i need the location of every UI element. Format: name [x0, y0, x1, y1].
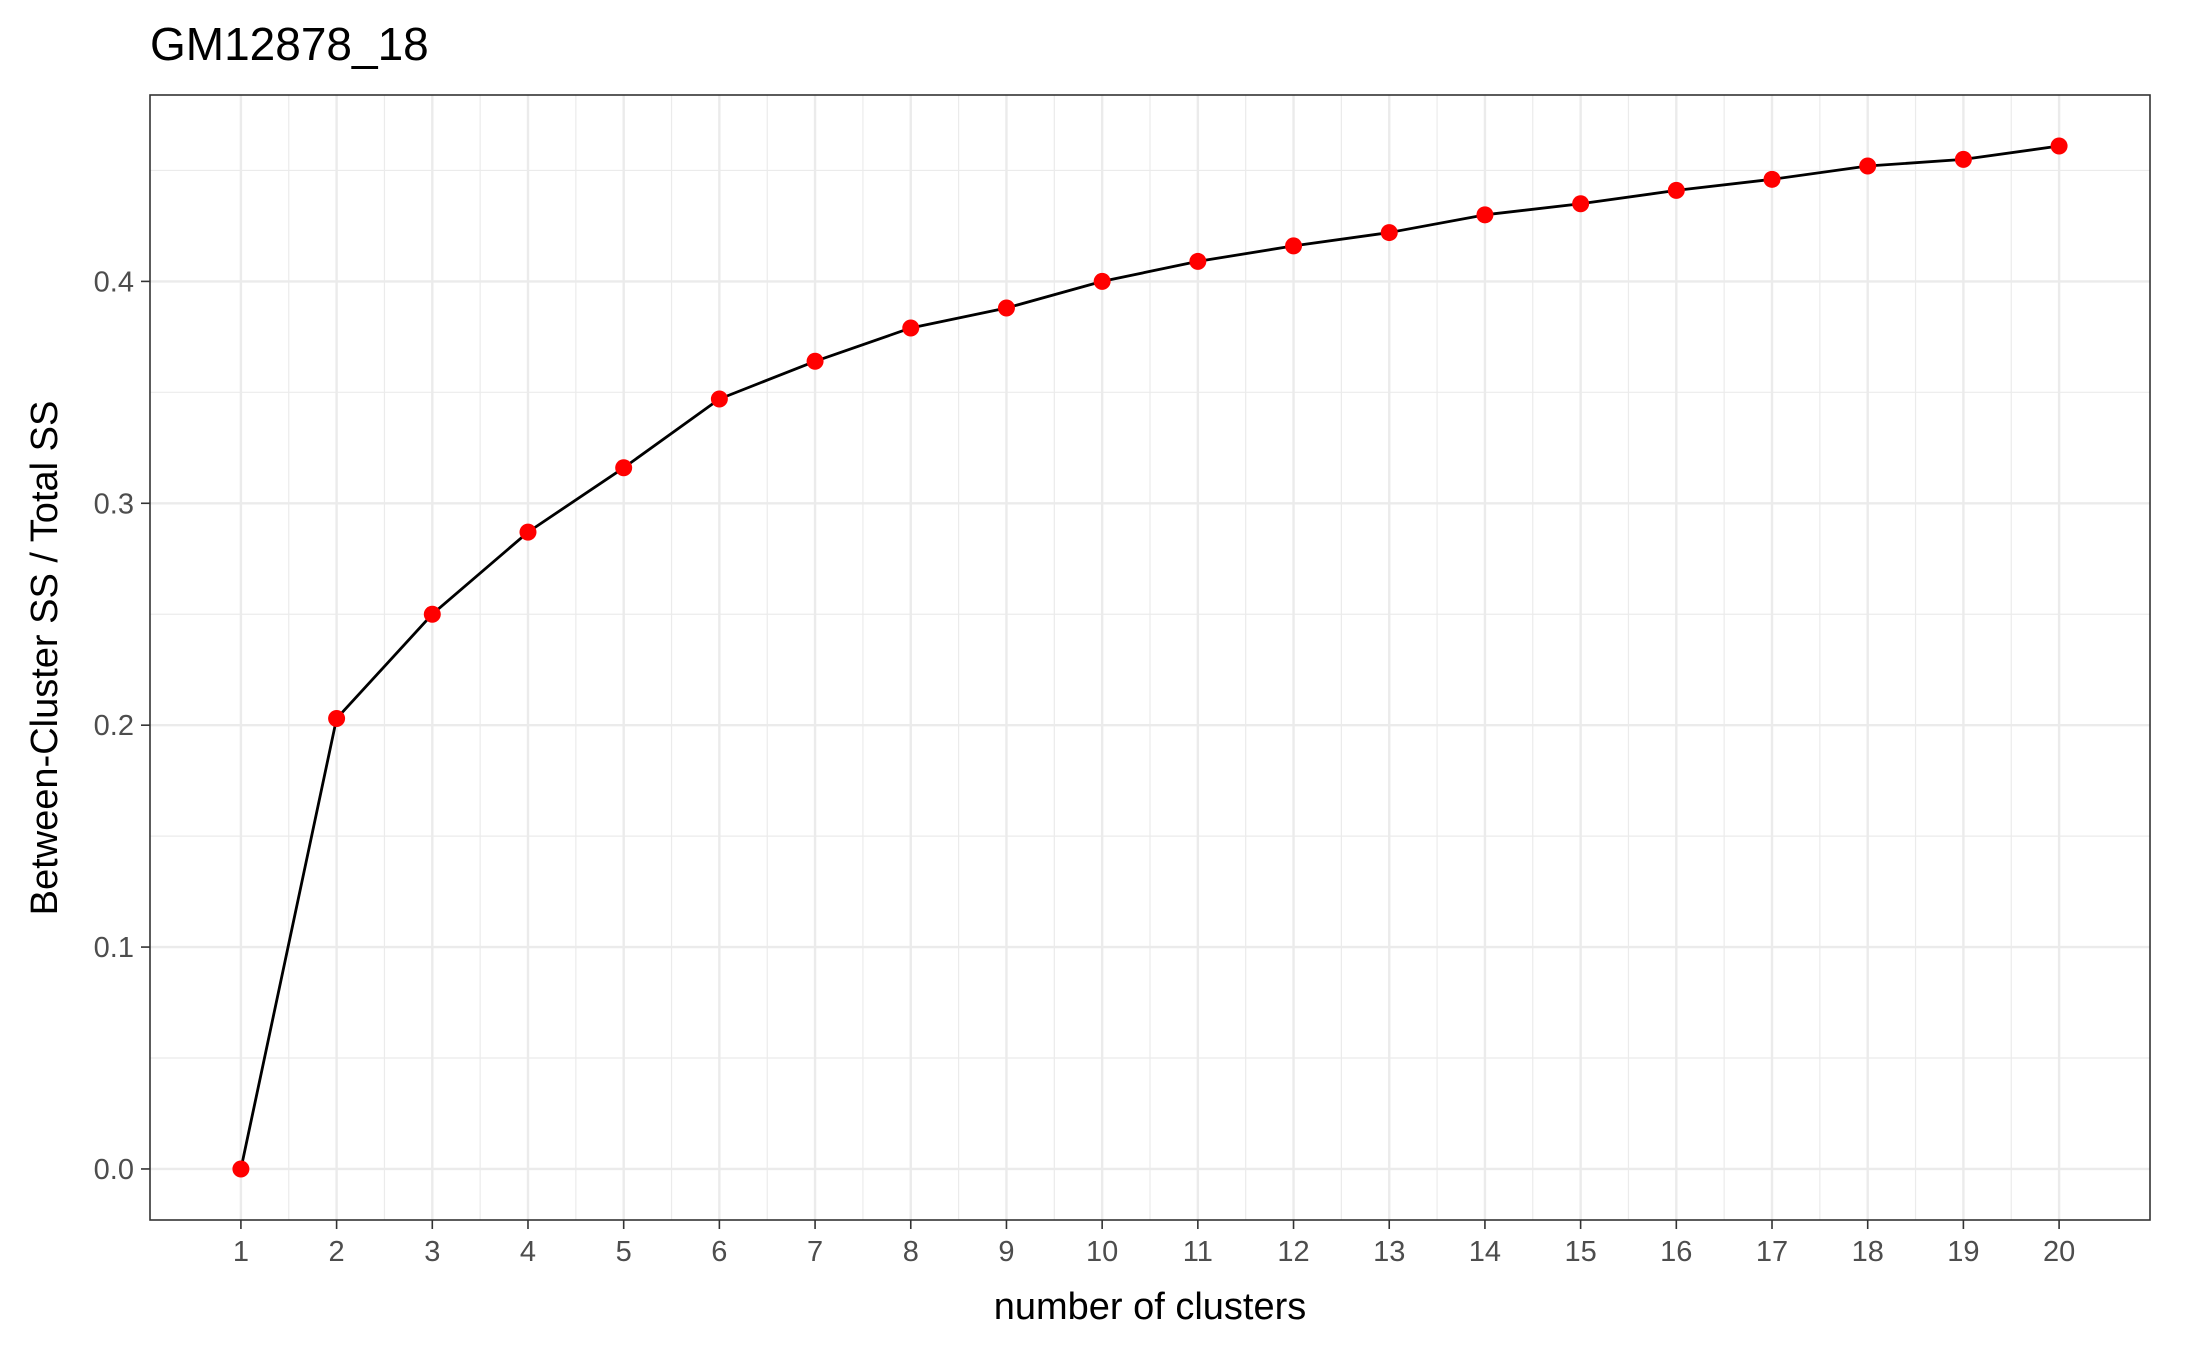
- chart-title: GM12878_18: [150, 18, 429, 70]
- x-tick-label: 15: [1564, 1236, 1596, 1268]
- x-tick-label: 18: [1852, 1236, 1884, 1268]
- y-tick-label: 0.3: [94, 488, 134, 520]
- x-tick-label: 8: [903, 1236, 919, 1268]
- data-point: [1572, 195, 1590, 213]
- data-point: [1476, 206, 1494, 224]
- data-point: [1285, 237, 1303, 255]
- x-tick-label: 13: [1373, 1236, 1405, 1268]
- x-tick-label: 4: [520, 1236, 536, 1268]
- major-gridlines: [150, 95, 2150, 1220]
- data-point: [1763, 170, 1781, 188]
- series-line: [239, 144, 2060, 1170]
- x-tick-label: 3: [424, 1236, 440, 1268]
- data-point: [1093, 272, 1111, 290]
- series-line-group: [239, 144, 2060, 1170]
- data-point: [232, 1160, 250, 1178]
- data-point: [1667, 181, 1685, 199]
- x-tick-label: 14: [1469, 1236, 1501, 1268]
- x-tick-label: 17: [1756, 1236, 1788, 1268]
- x-tick-label: 19: [1947, 1236, 1979, 1268]
- x-tick-label: 7: [807, 1236, 823, 1268]
- x-tick-label: 1: [233, 1236, 249, 1268]
- x-tick-label: 6: [711, 1236, 727, 1268]
- y-tick-label: 0.4: [94, 266, 134, 298]
- data-point: [1380, 224, 1398, 242]
- data-point: [806, 352, 824, 370]
- x-tick-label: 20: [2043, 1236, 2075, 1268]
- data-point: [902, 319, 920, 337]
- data-point: [328, 710, 346, 728]
- data-point: [519, 523, 537, 541]
- data-points: [232, 137, 2068, 1178]
- y-axis-title: Between-Cluster SS / Total SS: [24, 401, 66, 916]
- x-tick-label: 10: [1086, 1236, 1118, 1268]
- y-tick-label: 0.2: [94, 710, 134, 742]
- data-point: [423, 605, 441, 623]
- data-point: [1859, 157, 1877, 175]
- data-point: [1954, 150, 1972, 168]
- x-tick-label: 16: [1660, 1236, 1692, 1268]
- x-axis-title: number of clusters: [994, 1286, 1307, 1328]
- y-axis-ticks: 0.0 0.1 0.2 0.3 0.4: [94, 266, 150, 1186]
- data-point: [710, 390, 728, 408]
- y-tick-label: 0.0: [94, 1154, 134, 1186]
- data-point: [2050, 137, 2068, 155]
- data-point: [997, 299, 1015, 317]
- x-tick-label: 2: [329, 1236, 345, 1268]
- x-tick-label: 5: [616, 1236, 632, 1268]
- data-point: [1189, 252, 1207, 270]
- x-tick-label: 11: [1183, 1236, 1213, 1268]
- x-axis-ticks: 1 2 3 4 5 6 7 8 9 10 11 12 13 14 15 16 17 18 19 20: [233, 1220, 2075, 1268]
- x-tick-label: 12: [1277, 1236, 1309, 1268]
- y-tick-label: 0.1: [94, 932, 134, 964]
- data-point: [615, 459, 633, 477]
- x-tick-label: 9: [998, 1236, 1014, 1268]
- plot-border: [149, 94, 2151, 1221]
